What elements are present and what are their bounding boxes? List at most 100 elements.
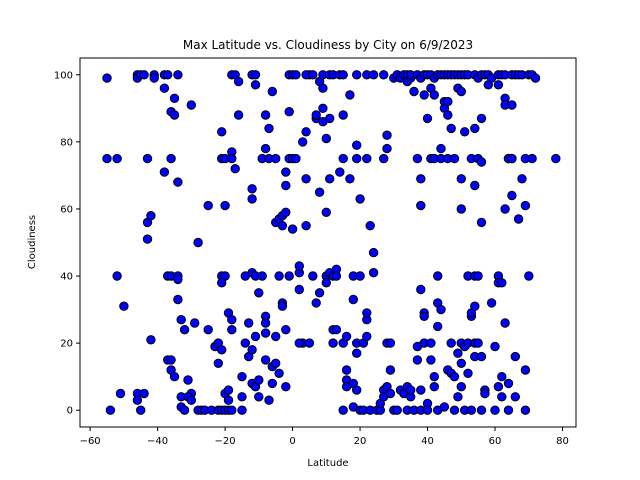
data-point: [173, 274, 183, 285]
data-point: [223, 385, 234, 395]
y-axis: 0 20 40 60 80 100: [54, 70, 80, 417]
data-point: [497, 278, 507, 288]
data-point: [412, 355, 423, 365]
x-tick-label: −60: [80, 436, 101, 447]
data-point: [456, 382, 466, 392]
data-point: [250, 331, 261, 342]
data-point: [267, 86, 277, 97]
data-point: [436, 304, 446, 315]
data-point: [352, 140, 362, 150]
data-point: [260, 110, 271, 120]
data-point: [311, 110, 321, 120]
data-point: [379, 70, 389, 80]
data-point: [166, 355, 176, 365]
data-point: [203, 200, 213, 211]
data-point: [449, 153, 460, 164]
x-tick-label: 60: [489, 436, 502, 447]
data-point: [460, 127, 470, 137]
data-point: [456, 174, 466, 184]
data-point: [419, 90, 429, 100]
data-point: [271, 358, 281, 368]
data-point: [190, 318, 200, 328]
data-point: [213, 358, 224, 368]
data-point: [102, 153, 112, 164]
data-point: [173, 177, 183, 187]
data-point: [254, 392, 264, 402]
y-tick-label: 60: [60, 204, 73, 215]
data-point: [385, 388, 396, 399]
data-point: [453, 348, 463, 358]
data-point: [227, 405, 237, 415]
data-point: [281, 325, 291, 335]
data-point: [355, 271, 365, 281]
x-axis: −60 −40 −20 0 20 40 60 80: [80, 427, 569, 447]
data-point: [416, 385, 426, 395]
y-tick-label: 0: [67, 406, 73, 417]
data-point: [264, 395, 274, 405]
data-point: [159, 167, 170, 177]
data-point: [250, 70, 261, 80]
data-point: [362, 308, 372, 318]
data-point: [281, 180, 291, 191]
data-point: [429, 372, 439, 382]
data-point: [352, 153, 362, 164]
data-point: [510, 392, 520, 402]
data-point: [281, 207, 291, 218]
data-point: [449, 405, 460, 415]
data-point: [260, 143, 271, 154]
data-point: [105, 405, 116, 415]
data-point: [308, 70, 318, 80]
data-point: [348, 294, 358, 305]
data-point: [217, 345, 227, 355]
data-point: [443, 96, 453, 107]
y-tick-label: 80: [60, 137, 73, 148]
data-point: [260, 328, 271, 338]
data-point: [314, 187, 325, 197]
data-point: [490, 341, 500, 352]
data-point: [412, 153, 423, 164]
data-point: [368, 247, 379, 258]
data-point: [321, 133, 331, 144]
data-point: [277, 221, 288, 231]
data-point: [274, 368, 284, 378]
data-point: [382, 130, 392, 140]
data-point: [503, 405, 514, 415]
data-point: [223, 395, 234, 405]
data-point: [277, 301, 288, 311]
data-point: [176, 315, 186, 325]
data-point: [230, 164, 240, 174]
data-point: [436, 143, 446, 154]
data-point: [139, 388, 149, 399]
data-point: [112, 271, 122, 281]
data-point: [426, 338, 436, 348]
data-point: [281, 382, 291, 392]
data-point: [260, 318, 271, 328]
data-point: [446, 123, 456, 134]
data-point: [476, 217, 487, 228]
data-point: [217, 278, 227, 288]
data-point: [274, 271, 284, 281]
data-point: [429, 382, 439, 392]
data-point: [382, 143, 392, 154]
data-point: [520, 405, 531, 415]
data-point: [267, 378, 277, 389]
x-tick-label: 20: [354, 436, 367, 447]
data-point: [429, 90, 439, 100]
data-point: [470, 180, 480, 191]
data-point: [321, 278, 331, 288]
data-point: [244, 318, 254, 328]
data-point: [281, 167, 291, 177]
data-point: [149, 73, 159, 83]
data-point: [325, 174, 335, 184]
data-point: [328, 338, 338, 348]
data-point: [433, 321, 443, 332]
data-point: [416, 284, 426, 295]
data-point: [247, 345, 257, 355]
data-point: [352, 385, 362, 395]
data-point: [311, 298, 321, 308]
data-point: [466, 405, 477, 415]
data-point: [507, 100, 517, 110]
data-point: [510, 351, 520, 362]
data-point: [331, 271, 342, 281]
